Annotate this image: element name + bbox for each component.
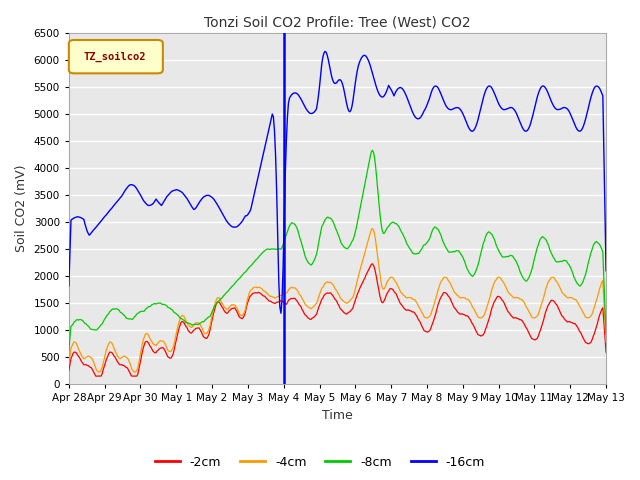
Legend: -2cm, -4cm, -8cm, -16cm: -2cm, -4cm, -8cm, -16cm <box>150 451 490 474</box>
Text: TZ_soilco2: TZ_soilco2 <box>84 51 147 61</box>
FancyBboxPatch shape <box>69 40 163 73</box>
Y-axis label: Soil CO2 (mV): Soil CO2 (mV) <box>15 165 28 252</box>
Title: Tonzi Soil CO2 Profile: Tree (West) CO2: Tonzi Soil CO2 Profile: Tree (West) CO2 <box>204 15 471 29</box>
X-axis label: Time: Time <box>322 409 353 422</box>
